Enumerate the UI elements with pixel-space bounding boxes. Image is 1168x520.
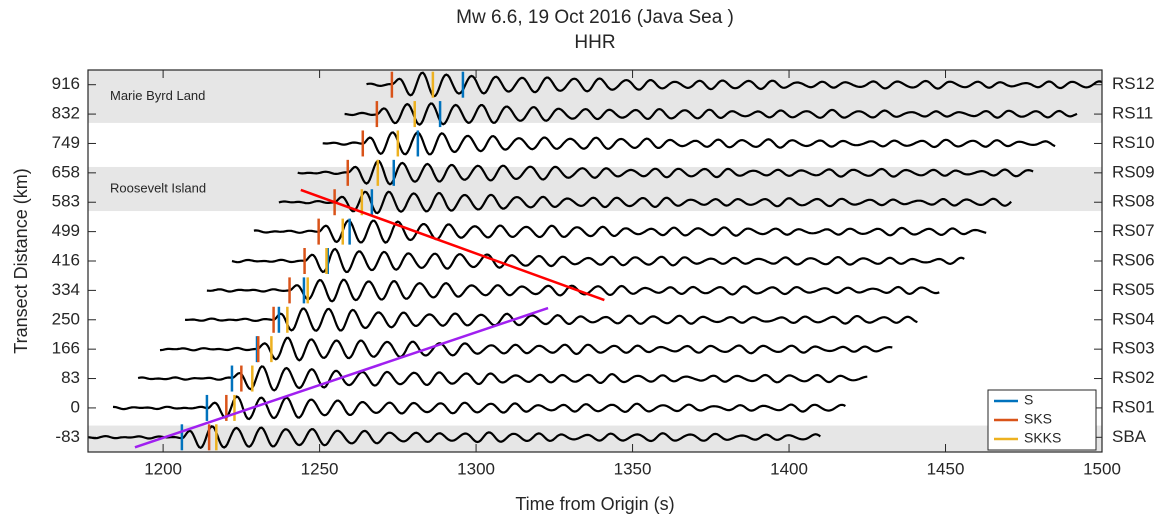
x-tick-label: 1300 [457,459,495,478]
y-tick-label: 416 [52,250,80,269]
y-tick-label: -83 [55,427,80,446]
station-label: RS02 [1112,368,1155,387]
y-axis-label: Transect Distance (km) [11,168,31,353]
chart-subtitle: HHR [574,32,615,53]
station-label: RS03 [1112,339,1155,358]
region-band [88,70,1102,123]
x-tick-label: 1350 [614,459,652,478]
y-tick-label: 583 [52,192,80,211]
region-label: Roosevelt Island [110,180,206,195]
waveform [253,219,987,244]
station-label: RS06 [1112,250,1155,269]
plot-frame [87,69,1103,453]
station-label: RS04 [1112,309,1155,328]
waveform [112,395,846,421]
y-tick-label: 250 [52,309,80,328]
station-label: RS10 [1112,133,1155,152]
station-label: RS11 [1112,104,1153,123]
trend-line [134,306,549,449]
y-tick-label: 83 [61,368,80,387]
legend-label: S [1024,392,1033,408]
legend-label: SKS [1024,411,1052,427]
waveform [366,71,1103,98]
y-tick-label: 916 [52,74,80,93]
region-label: Marie Byrd Land [110,88,205,103]
y-tick-label: 334 [52,280,80,299]
x-tick-label: 1250 [301,459,339,478]
chart-title: Mw 6.6, 19 Oct 2016 (Java Sea ) [456,7,734,28]
y-tick-label: 832 [52,104,80,123]
y-tick-label: 499 [52,221,80,240]
x-tick-label: 1200 [144,459,182,478]
x-tick-label: 1500 [1083,459,1121,478]
station-label: RS07 [1112,221,1155,240]
trend-line [300,188,605,302]
station-label: RS01 [1112,397,1155,416]
y-tick-label: 0 [71,397,80,416]
station-label: RS05 [1112,280,1155,299]
legend-label: SKKS [1024,430,1061,446]
y-tick-label: 658 [52,162,80,181]
waveform [297,159,1034,186]
waveform [184,307,918,332]
y-tick-label: 166 [52,339,80,358]
station-label: RS12 [1112,74,1155,93]
waveform [278,190,1012,215]
waveform [206,278,940,303]
station-label: SBA [1112,427,1147,446]
y-tick-label: 749 [52,133,80,152]
waveform [231,247,965,274]
x-axis-label: Time from Origin (s) [515,494,674,514]
x-tick-label: 1450 [927,459,965,478]
waveform [137,365,868,392]
waveform [322,131,1056,156]
waveform [344,102,1078,126]
waveform [159,336,893,362]
station-label: RS08 [1112,192,1155,211]
station-label: RS09 [1112,162,1155,181]
x-tick-label: 1400 [770,459,808,478]
